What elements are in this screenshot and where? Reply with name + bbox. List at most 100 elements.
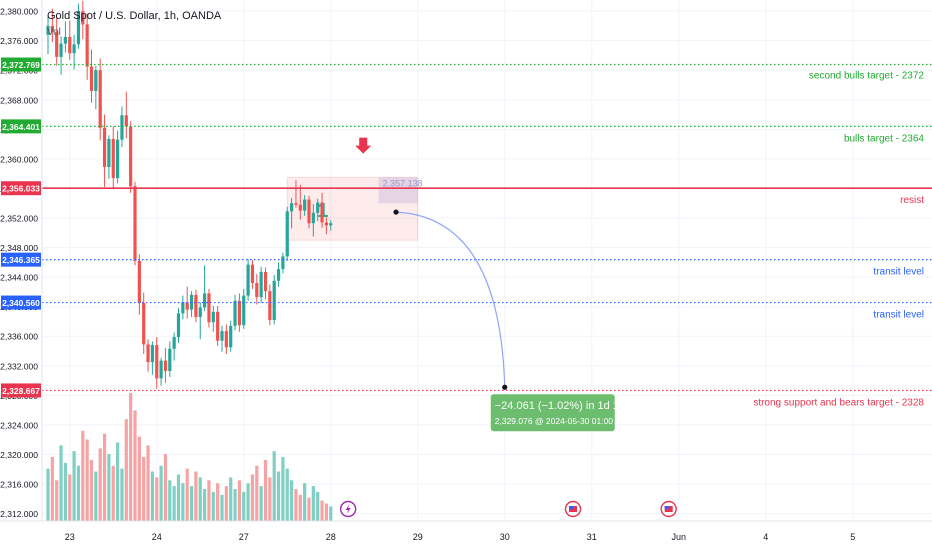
candle-body: [268, 291, 272, 320]
volume-bar: [85, 439, 89, 521]
candle-body: [250, 264, 255, 284]
faded-price-text: 2,357.138: [383, 178, 423, 188]
level-price-tag-text: 2,364.401: [2, 122, 40, 132]
volume-bar: [242, 491, 246, 521]
candle-body: [168, 348, 172, 371]
candle-body: [120, 115, 124, 140]
level-price-tag-text: 2,372.769: [2, 60, 40, 70]
level-label-5: strong support and bears target - 2328: [753, 397, 924, 408]
volume-bar: [263, 459, 268, 521]
candle-body: [181, 302, 185, 314]
volume-bar: [320, 500, 324, 521]
price-tick-label: 2,344.000: [0, 273, 38, 283]
volume-bar: [281, 457, 285, 521]
volume-bar: [189, 486, 194, 521]
volume-bar: [142, 457, 146, 521]
volume-bar: [259, 486, 263, 521]
volume-bar: [203, 489, 207, 521]
volume-bar: [207, 480, 211, 521]
level-price-tag: [1, 119, 41, 134]
price-tick-label: 2,360.000: [0, 154, 38, 164]
volume-bar: [211, 491, 215, 521]
us-flag-canton-icon: [569, 506, 573, 509]
candle-body: [102, 127, 107, 168]
volume-bar: [185, 468, 189, 521]
volume-bar: [233, 489, 237, 521]
level-label-0: second bulls target - 2372: [809, 71, 925, 82]
price-tick-label: 2,316.000: [0, 480, 38, 490]
volume-bar: [55, 480, 59, 521]
down-arrow-icon: [355, 137, 372, 154]
volume-bar: [163, 454, 168, 521]
candle-body: [59, 43, 63, 57]
volume-bar: [276, 471, 281, 521]
volume-bar: [237, 480, 241, 521]
volume-bar: [168, 480, 172, 521]
candle-body: [307, 199, 311, 224]
time-tick-label: 29: [413, 532, 423, 542]
volume-bar: [224, 486, 228, 521]
volume-bar: [155, 477, 159, 521]
candle-body: [263, 271, 268, 292]
volume-bar: [255, 465, 259, 521]
level-price-tag-text: 2,346.365: [2, 255, 40, 265]
candle-body: [281, 256, 285, 269]
price-tick-label: 2,332.000: [0, 361, 38, 371]
price-tick-label: 2,336.000: [0, 332, 38, 342]
volume-bar: [102, 433, 107, 521]
volume-bar: [220, 494, 224, 521]
volume-bar: [133, 410, 137, 521]
time-tick-label: 28: [326, 532, 336, 542]
volume-bar: [181, 483, 185, 521]
candle-body: [220, 331, 224, 341]
candle-body: [68, 36, 72, 54]
candle-body: [185, 302, 189, 310]
volume-bar: [68, 474, 72, 521]
level-price-tag-text: 2,340.560: [2, 298, 40, 308]
volume-bar: [285, 468, 289, 521]
volume-bar: [307, 497, 311, 521]
candle-body: [46, 25, 50, 35]
level-price-tag: [1, 181, 41, 196]
candle-body: [116, 139, 120, 179]
candle-body: [76, 11, 81, 45]
candle-body: [85, 24, 89, 67]
price-tick-label: 2,320.000: [0, 450, 38, 460]
candle-body: [246, 264, 250, 296]
candle-body: [155, 345, 159, 379]
price-tick-label: 2,324.000: [0, 420, 38, 430]
time-tick-label: 27: [239, 532, 249, 542]
candle-body: [176, 313, 181, 337]
candle-body: [111, 138, 115, 179]
volume-bar: [94, 471, 98, 521]
candle-body: [89, 66, 94, 91]
volume-bar: [129, 393, 133, 521]
candle-body: [198, 307, 202, 318]
level-label-3: transit level: [873, 267, 924, 278]
candle-body: [194, 294, 198, 318]
volume-bar: [172, 486, 176, 521]
level-price-tag: [1, 295, 41, 310]
candle-body: [50, 25, 54, 32]
candle-body: [216, 311, 220, 341]
level-price-tag-text: 2,356.033: [2, 184, 40, 194]
volume-bar: [89, 459, 94, 521]
volume-bar: [76, 465, 81, 521]
candle-body: [94, 70, 98, 91]
volume-bar: [316, 491, 320, 521]
candle-body: [55, 31, 59, 57]
volume-bar: [72, 451, 76, 521]
candle-body: [129, 126, 133, 187]
volume-bar: [124, 419, 128, 521]
volume-bar: [107, 454, 111, 521]
time-tick-label: 31: [587, 532, 597, 542]
volume-bar: [229, 477, 233, 521]
price-tick-label: 2,348.000: [0, 243, 38, 253]
time-axis: [0, 521, 932, 550]
volume-bar: [298, 494, 302, 521]
volume-bar: [194, 471, 198, 521]
candle-body: [98, 70, 102, 128]
volume-bar: [50, 457, 54, 521]
